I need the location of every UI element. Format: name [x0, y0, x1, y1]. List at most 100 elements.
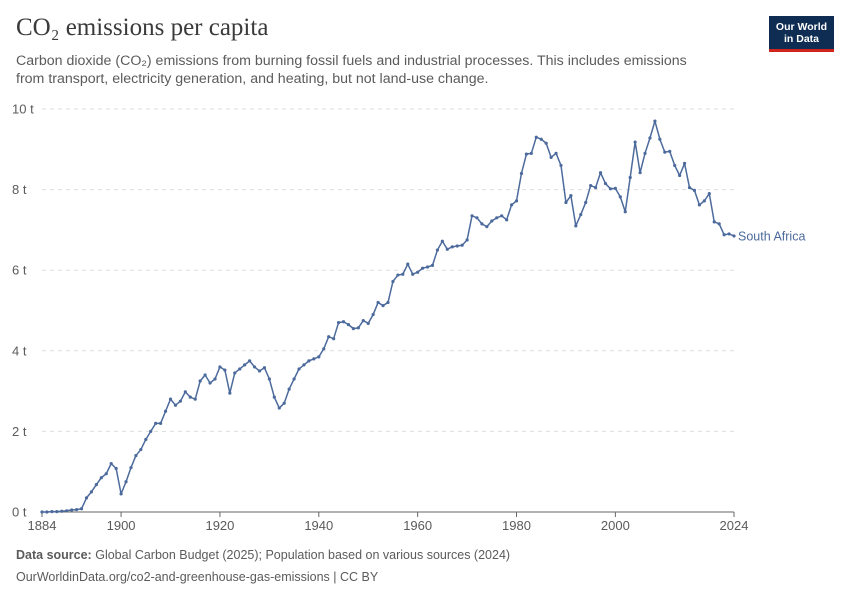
- x-axis: 1884 1900 1920 1940 1960 1980 2000 2024: [28, 511, 749, 533]
- grid-lines: [42, 108, 734, 432]
- data-point: [346, 323, 351, 327]
- data-point: [386, 300, 390, 305]
- series-line-south-africa: [42, 120, 735, 513]
- data-point: [233, 371, 237, 375]
- data-point: [287, 387, 291, 391]
- chart-subtitle: Carbon dioxide (CO₂) emissions from burn…: [16, 53, 687, 87]
- data-point: [717, 222, 721, 226]
- data-point: [292, 377, 296, 381]
- data-point: [594, 185, 598, 190]
- series-lines: [42, 120, 735, 513]
- data-source-text: Global Carbon Budget (2025); Population …: [95, 548, 511, 562]
- data-point: [682, 161, 687, 166]
- data-point: [687, 185, 692, 190]
- data-point: [732, 234, 736, 238]
- data-point: [455, 244, 459, 248]
- series-label-south-africa: South Africa: [738, 229, 805, 243]
- data-point: [475, 216, 479, 220]
- y-tick-label: 0 t: [12, 505, 27, 520]
- data-point: [262, 366, 267, 370]
- data-point: [188, 395, 192, 399]
- data-point: [267, 377, 271, 381]
- data-point: [425, 265, 430, 269]
- x-tick-label: 2024: [720, 518, 749, 533]
- data-point: [252, 365, 257, 369]
- data-point: [134, 453, 138, 458]
- chart-url[interactable]: OurWorldinData.org/co2-and-greenhouse-ga…: [16, 570, 379, 584]
- data-source: Data source: Global Carbon Budget (2025)…: [16, 548, 510, 562]
- data-point: [603, 181, 608, 186]
- data-point: [124, 480, 128, 484]
- data-point: [198, 379, 202, 383]
- data-point: [485, 225, 489, 229]
- data-point: [406, 262, 410, 266]
- y-tick-label: 2 t: [12, 424, 27, 439]
- data-point: [569, 194, 573, 198]
- chart-title: CO₂ emissions per capita: [16, 14, 269, 41]
- data-point: [327, 335, 331, 339]
- data-point: [257, 369, 262, 373]
- data-point: [40, 510, 44, 514]
- data-point: [154, 421, 158, 425]
- data-point: [312, 357, 316, 361]
- data-point: [361, 318, 365, 323]
- data-point: [702, 199, 706, 203]
- data-point: [159, 421, 163, 425]
- data-point: [574, 224, 578, 228]
- data-point: [435, 248, 440, 252]
- x-tick-label: 1980: [502, 518, 531, 533]
- x-tick-label: 2000: [601, 518, 630, 533]
- data-point: [401, 272, 405, 276]
- data-point: [208, 381, 212, 385]
- data-point: [727, 232, 731, 236]
- data-point: [524, 152, 529, 156]
- data-point: [282, 401, 286, 405]
- data-point: [490, 219, 494, 223]
- data-point: [416, 270, 420, 274]
- data-point: [89, 490, 94, 494]
- data-point: [608, 187, 613, 191]
- data-point: [381, 304, 385, 308]
- data-point: [94, 483, 98, 487]
- data-point: [322, 347, 326, 351]
- data-point: [514, 199, 519, 203]
- data-point: [653, 119, 657, 123]
- data-point: [697, 203, 702, 207]
- data-point: [564, 200, 568, 205]
- data-point: [544, 141, 548, 145]
- data-point: [60, 509, 64, 513]
- data-point: [529, 151, 533, 155]
- data-point: [618, 195, 622, 199]
- x-tick-label: 1900: [107, 518, 136, 533]
- data-point: [628, 175, 632, 180]
- data-point: [149, 429, 153, 433]
- data-point: [722, 233, 726, 237]
- data-point: [114, 466, 118, 471]
- data-point: [351, 327, 355, 331]
- data-point: [277, 406, 281, 410]
- data-point: [163, 409, 168, 413]
- data-point: [109, 462, 113, 466]
- data-point: [228, 391, 232, 395]
- data-point: [692, 188, 697, 193]
- data-point: [554, 151, 558, 155]
- y-tick-label: 6 t: [12, 263, 27, 278]
- data-point: [307, 359, 311, 363]
- data-point: [238, 367, 242, 371]
- owid-logo[interactable]: Our World in Data: [769, 16, 834, 52]
- data-point: [495, 216, 499, 220]
- data-point: [539, 137, 543, 141]
- data-point: [139, 447, 143, 452]
- data-point: [45, 510, 49, 514]
- data-point: [302, 363, 306, 367]
- data-point: [178, 399, 182, 403]
- data-point: [673, 163, 677, 168]
- data-point: [50, 510, 54, 514]
- data-point: [119, 492, 123, 496]
- x-tick-label: 1884: [28, 518, 57, 533]
- data-point: [371, 312, 375, 317]
- data-point: [84, 496, 89, 500]
- data-point: [79, 507, 84, 511]
- data-point: [297, 367, 301, 371]
- data-point: [213, 377, 217, 381]
